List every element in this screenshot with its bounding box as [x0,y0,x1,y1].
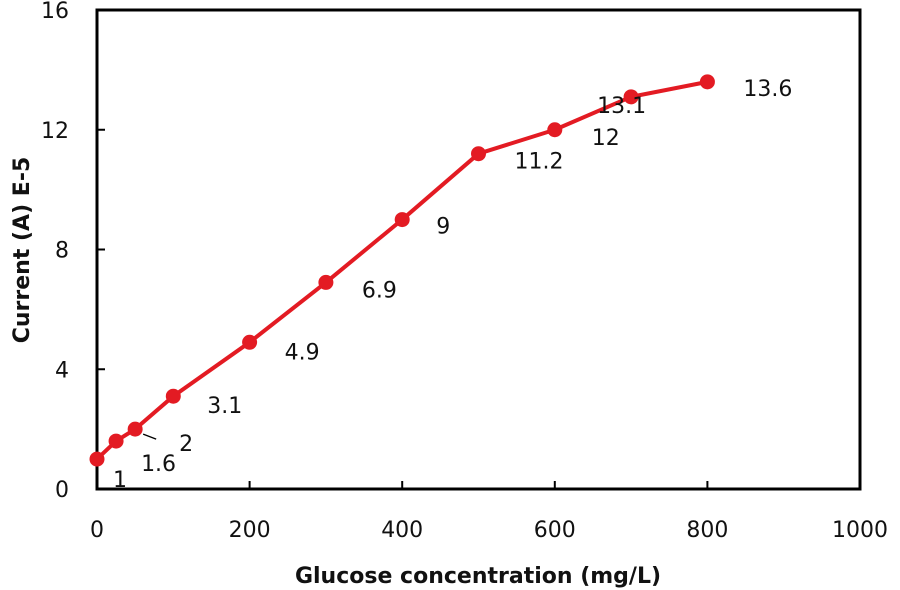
data-label: 13.1 [597,94,646,119]
data-point [547,122,563,138]
y-tick-label: 4 [55,358,69,383]
data-label: 1 [113,468,127,493]
y-tick-label: 16 [41,0,69,24]
data-label: 3.1 [207,394,242,419]
y-tick-label: 0 [55,478,69,503]
data-label: 11.2 [515,150,564,175]
data-point [108,433,124,449]
x-tick-label: 1000 [832,518,888,543]
data-point [165,388,181,404]
x-axis-title: Glucose concentration (mg/L) [295,564,661,589]
data-label: 12 [592,126,620,151]
y-axis-title: Current (A) E-5 [10,157,35,344]
x-tick-label: 400 [381,518,423,543]
x-tick-label: 0 [90,518,104,543]
data-labels-layer: 1 1.62 3.1 4.9 6.9 9 11.2 12 13.1 13.6 [113,77,792,493]
data-label: 4.9 [285,340,320,365]
y-tick-label: 12 [41,119,69,144]
data-point [318,274,334,290]
data-label: 6.9 [362,278,397,303]
data-point [699,74,715,90]
x-tick-label: 600 [534,518,576,543]
data-label: 13.6 [743,77,792,102]
data-point [623,89,639,105]
data-point [394,212,410,228]
data-point [127,421,143,437]
data-label-leader [142,433,157,440]
series-layer [89,74,715,467]
data-point [242,334,258,350]
plot-area-frame [95,8,862,491]
data-label: 9 [436,215,450,240]
data-label: 1.6 [141,452,176,477]
data-label: 2 [179,432,193,457]
data-point [471,146,486,162]
x-tick-label: 200 [229,518,271,543]
x-tick-label: 800 [686,518,728,543]
data-point [89,451,105,467]
y-tick-label: 8 [55,239,69,264]
